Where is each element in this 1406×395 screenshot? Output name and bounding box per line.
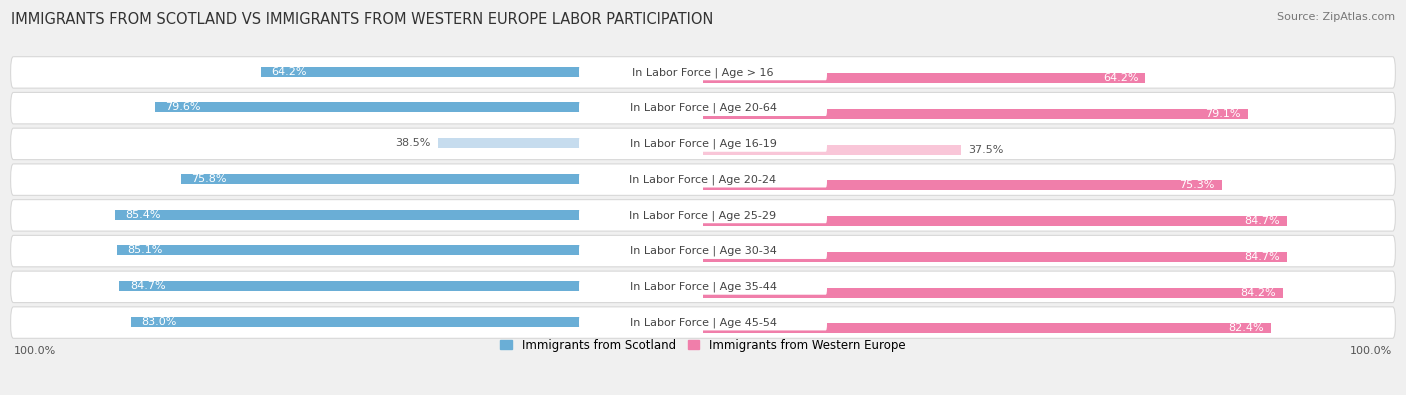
Text: In Labor Force | Age 16-19: In Labor Force | Age 16-19 (630, 139, 776, 149)
Text: In Labor Force | Age 25-29: In Labor Force | Age 25-29 (630, 210, 776, 221)
Bar (117, 245, 703, 256)
Bar (703, 216, 1286, 226)
Bar (115, 210, 703, 220)
Text: 79.6%: 79.6% (165, 102, 201, 113)
Text: In Labor Force | Age > 16: In Labor Force | Age > 16 (633, 67, 773, 78)
Bar (131, 317, 703, 327)
Text: IMMIGRANTS FROM SCOTLAND VS IMMIGRANTS FROM WESTERN EUROPE LABOR PARTICIPATION: IMMIGRANTS FROM SCOTLAND VS IMMIGRANTS F… (11, 12, 714, 27)
FancyBboxPatch shape (11, 57, 1395, 88)
Bar (703, 288, 1284, 297)
Text: 64.2%: 64.2% (1102, 73, 1139, 83)
Text: 82.4%: 82.4% (1229, 323, 1264, 333)
FancyBboxPatch shape (579, 64, 827, 80)
Text: 38.5%: 38.5% (395, 138, 430, 148)
FancyBboxPatch shape (11, 307, 1395, 338)
FancyBboxPatch shape (579, 243, 827, 259)
FancyBboxPatch shape (579, 172, 827, 188)
FancyBboxPatch shape (11, 271, 1395, 303)
Bar (260, 67, 703, 77)
Text: 84.7%: 84.7% (129, 281, 166, 291)
Text: Source: ZipAtlas.com: Source: ZipAtlas.com (1277, 12, 1395, 22)
FancyBboxPatch shape (11, 199, 1395, 231)
Bar (155, 102, 703, 113)
Bar (181, 174, 703, 184)
Text: 37.5%: 37.5% (969, 145, 1004, 154)
Text: 85.1%: 85.1% (127, 245, 163, 256)
Bar (703, 73, 1146, 83)
FancyBboxPatch shape (579, 279, 827, 295)
FancyBboxPatch shape (579, 207, 827, 223)
Bar (703, 145, 962, 154)
Text: In Labor Force | Age 30-34: In Labor Force | Age 30-34 (630, 246, 776, 256)
Bar (703, 181, 1222, 190)
Text: 79.1%: 79.1% (1205, 109, 1241, 119)
Text: 100.0%: 100.0% (14, 346, 56, 356)
FancyBboxPatch shape (11, 128, 1395, 160)
Text: 100.0%: 100.0% (1350, 346, 1392, 356)
Text: In Labor Force | Age 20-24: In Labor Force | Age 20-24 (630, 174, 776, 185)
Text: 75.3%: 75.3% (1180, 181, 1215, 190)
Text: 84.7%: 84.7% (1244, 252, 1279, 262)
Text: 64.2%: 64.2% (271, 67, 307, 77)
Bar (703, 109, 1249, 119)
Text: In Labor Force | Age 20-64: In Labor Force | Age 20-64 (630, 103, 776, 113)
FancyBboxPatch shape (11, 92, 1395, 124)
FancyBboxPatch shape (579, 100, 827, 116)
Bar (437, 138, 703, 148)
FancyBboxPatch shape (579, 136, 827, 152)
Text: 83.0%: 83.0% (142, 317, 177, 327)
FancyBboxPatch shape (11, 164, 1395, 196)
Text: 85.4%: 85.4% (125, 210, 160, 220)
Text: 84.2%: 84.2% (1240, 288, 1277, 297)
Bar (703, 252, 1286, 262)
FancyBboxPatch shape (11, 235, 1395, 267)
Bar (120, 281, 703, 291)
Text: 84.7%: 84.7% (1244, 216, 1279, 226)
Legend: Immigrants from Scotland, Immigrants from Western Europe: Immigrants from Scotland, Immigrants fro… (496, 334, 910, 357)
Text: In Labor Force | Age 45-54: In Labor Force | Age 45-54 (630, 317, 776, 328)
Bar (703, 323, 1271, 333)
Text: In Labor Force | Age 35-44: In Labor Force | Age 35-44 (630, 282, 776, 292)
FancyBboxPatch shape (579, 315, 827, 331)
Text: 75.8%: 75.8% (191, 174, 226, 184)
